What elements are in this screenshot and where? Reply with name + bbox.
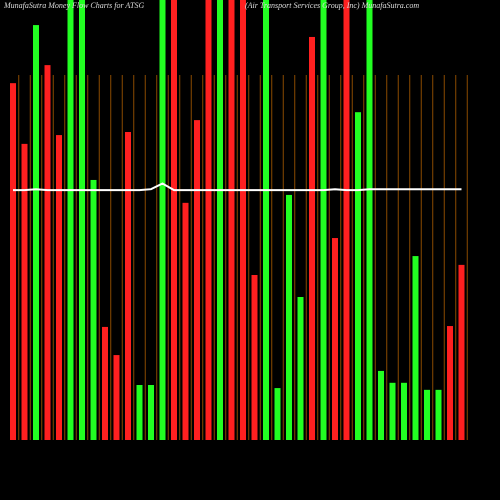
bar [286, 194, 292, 440]
bar [194, 120, 200, 441]
bar [10, 83, 16, 440]
bar [171, 0, 177, 440]
bar [67, 0, 74, 440]
bar [240, 0, 246, 440]
line-layer [13, 182, 462, 192]
bar [136, 385, 143, 440]
bar [447, 326, 453, 440]
bar [389, 382, 396, 440]
bar [401, 382, 407, 440]
bar [217, 0, 223, 440]
bar [274, 388, 281, 440]
bar [251, 275, 258, 440]
bar [412, 256, 419, 440]
bar [125, 132, 131, 440]
bar [21, 143, 28, 440]
bar [355, 112, 361, 440]
bar [44, 65, 51, 441]
bar [205, 0, 212, 440]
bar [159, 0, 166, 440]
bar [79, 0, 85, 440]
grid [18, 75, 468, 440]
bar [33, 25, 39, 441]
bar [378, 370, 384, 440]
chart-subtitle: (Air Transport Services Group, Inc) Muna… [245, 1, 419, 10]
bar [435, 389, 442, 440]
money-flow-line [13, 182, 462, 192]
bar [228, 0, 235, 440]
bars [10, 0, 465, 441]
bar [263, 0, 269, 440]
bar [90, 179, 97, 440]
bar [56, 135, 62, 440]
bar [148, 385, 154, 440]
bar [102, 326, 108, 440]
bar [320, 0, 327, 440]
bar [113, 355, 120, 440]
bar [182, 202, 189, 440]
bar [332, 238, 338, 440]
chart-title: MunafaSutra Money Flow Charts for ATSG [3, 1, 144, 10]
bar [366, 0, 373, 440]
bar [343, 0, 350, 440]
bar [309, 36, 315, 441]
bar [458, 264, 465, 440]
bar [424, 389, 430, 440]
bar [297, 297, 304, 440]
